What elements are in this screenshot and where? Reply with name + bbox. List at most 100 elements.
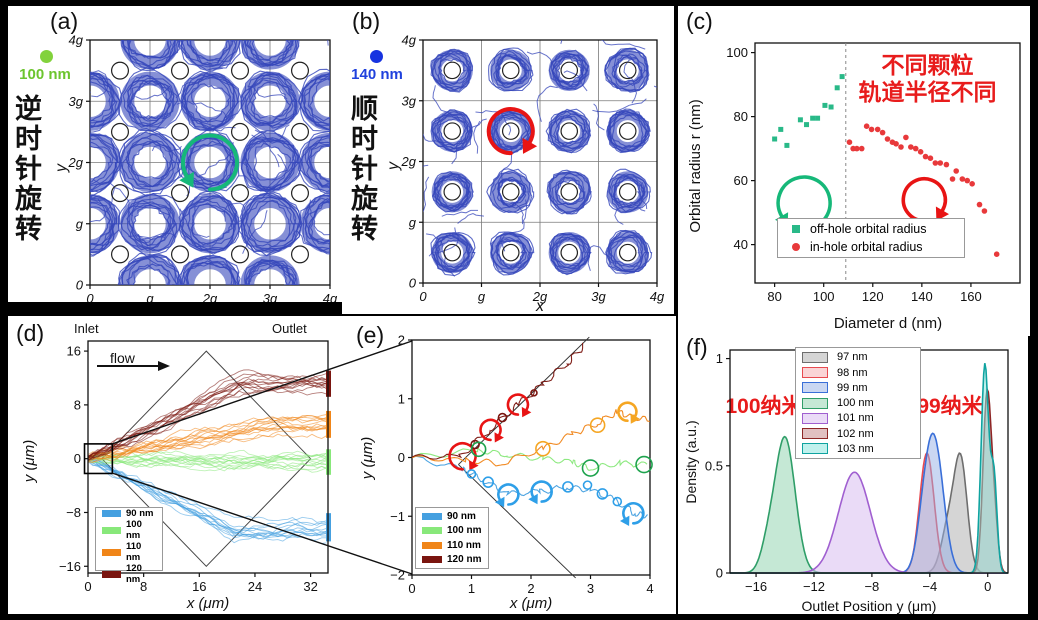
stray-trajectory — [526, 51, 569, 83]
plot-border — [754, 42, 1021, 284]
stray-trajectory — [223, 202, 247, 222]
legend-label: 110 nm — [126, 541, 142, 563]
particle-size-dot-green — [40, 50, 53, 63]
tick-label: 0 — [76, 278, 84, 293]
rotation-arrow-icon — [448, 442, 477, 471]
orbit-trace — [432, 48, 472, 89]
data-point-circle — [959, 176, 966, 182]
orbit-trace — [253, 142, 293, 181]
swatch-101nm — [802, 412, 828, 424]
orbit-circle — [635, 455, 653, 474]
orbit-trace — [246, 77, 294, 123]
orbit-trace — [303, 73, 330, 125]
legend-label: 90 nm — [126, 508, 154, 519]
density-fill — [730, 453, 1008, 573]
panel-b-ylabel: y — [385, 161, 402, 171]
stray-trajectory — [259, 153, 287, 191]
tick-label: 120 — [862, 289, 884, 304]
tick-label: 60 — [734, 173, 748, 188]
hole-circle — [560, 243, 579, 262]
orbit-trace — [191, 83, 231, 123]
rotation-arrowhead-icon — [494, 432, 504, 443]
legend-item: off-hole orbital radius — [778, 222, 964, 236]
tick-label: 100 — [726, 45, 748, 60]
hole-circle — [618, 183, 637, 201]
stray-trajectory — [623, 58, 638, 104]
hole-circle — [231, 61, 250, 80]
data-point-circle — [898, 144, 904, 150]
legend-label: 120 nm — [126, 563, 142, 585]
hole-circle — [110, 122, 129, 141]
orbit-trace — [433, 232, 475, 272]
orbit-trace — [304, 197, 330, 246]
legend-label: 100 nm — [447, 525, 482, 537]
swatch-100nm — [102, 526, 121, 534]
rotation-direction-text: 逆时针旋转 — [11, 94, 41, 244]
rotation-arrow-icon — [181, 133, 239, 192]
stray-trajectory — [593, 103, 605, 131]
rotation-arrow-icon — [479, 418, 502, 442]
tick-label: 4g — [323, 291, 338, 302]
density-fill — [730, 433, 1008, 573]
particle-size-label: 140 nm — [351, 66, 403, 83]
particle-trajectory — [87, 449, 327, 464]
rotation-arrow-icon — [617, 401, 638, 422]
tick-label: −8 — [66, 505, 81, 520]
hole-circle — [171, 245, 190, 264]
orbit-trace — [492, 110, 532, 151]
rotation-arrowhead-icon — [495, 496, 505, 508]
orbit-circle — [562, 481, 574, 493]
legend-label: 120 nm — [447, 553, 482, 565]
stray-trajectory — [251, 134, 280, 168]
hole-circle — [501, 183, 520, 201]
stray-trajectory — [432, 85, 460, 121]
stray-trajectory — [90, 70, 109, 98]
legend-label: 102 nm — [837, 427, 874, 440]
orbit-trace — [185, 76, 232, 123]
tick-label: 4g — [650, 289, 665, 304]
data-point-circle — [884, 136, 891, 142]
legend-item: 90 nm — [416, 511, 488, 522]
legend-item: 98 nm — [796, 367, 920, 379]
hole-circle — [443, 183, 462, 201]
orbit-trace — [251, 40, 292, 62]
orbit-trace — [90, 81, 114, 122]
orbit-trace — [248, 199, 291, 244]
orbit-trace — [554, 237, 583, 267]
orbit-trace — [90, 134, 120, 187]
orbit-trace — [606, 168, 651, 214]
orbit-trace — [555, 179, 583, 206]
orbit-trace — [181, 254, 239, 285]
panel-f: (f) 100纳米 99纳米 Density (a.u.) Outlet Pos… — [678, 334, 1028, 614]
stray-trajectory — [90, 224, 113, 256]
data-point-circle — [908, 144, 914, 150]
orbit-trace — [90, 73, 122, 133]
data-point-circle — [922, 153, 929, 160]
data-point-circle — [917, 149, 924, 155]
tick-label: 32 — [303, 579, 317, 594]
orbit-trace — [125, 140, 174, 188]
orbit-trace — [244, 259, 297, 285]
orbit-ring — [180, 40, 240, 70]
rotation-arrowhead-icon — [935, 206, 949, 221]
tick-label: 0 — [419, 289, 427, 304]
hole-circle — [291, 61, 310, 80]
hole-circle — [291, 122, 310, 141]
orbit-trace — [120, 193, 178, 252]
orbit-trace — [90, 201, 112, 247]
rotation-arrowhead-icon — [469, 460, 479, 471]
orbit-trace — [241, 40, 299, 67]
orbit-trace — [435, 235, 470, 269]
tick-label: g — [409, 215, 417, 230]
panel-c-ylabel: Orbital radius r (nm) — [687, 99, 704, 232]
stray-trajectory — [441, 209, 478, 217]
stray-trajectory — [451, 118, 487, 165]
stray-trajectory — [186, 179, 227, 197]
orbit-trace — [554, 55, 583, 84]
tick-label: 80 — [734, 109, 748, 124]
panel-e: (e) y (μm) x (μm) 0 1 2 3 4 −2 −1 0 1 2 90 nm 100… — [352, 316, 676, 614]
data-point-square — [778, 126, 784, 132]
off-hole-marker-icon — [792, 225, 800, 234]
hole-circle — [443, 122, 462, 140]
data-point-circle — [969, 181, 975, 187]
